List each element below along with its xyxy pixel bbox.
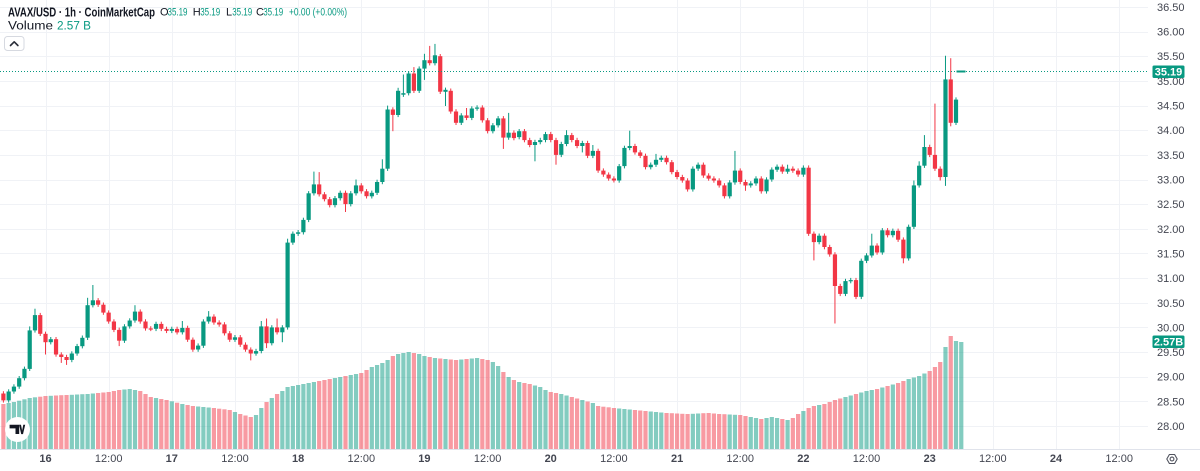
svg-text:12:00: 12:00 [221, 453, 249, 465]
svg-text:12:00: 12:00 [474, 453, 502, 465]
svg-text:H: H [193, 7, 201, 19]
svg-text:35.19: 35.19 [168, 7, 188, 19]
svg-text:23: 23 [924, 453, 936, 465]
svg-text:16: 16 [39, 453, 51, 465]
svg-text:19: 19 [418, 453, 430, 465]
svg-text:28.50: 28.50 [1157, 396, 1185, 408]
svg-text:12:00: 12:00 [600, 453, 628, 465]
svg-text:12:00: 12:00 [726, 453, 754, 465]
svg-text:35.19: 35.19 [1155, 66, 1183, 78]
svg-text:+0.00 (+0.00%): +0.00 (+0.00%) [289, 7, 347, 19]
svg-text:12:00: 12:00 [1105, 453, 1133, 465]
svg-text:32.50: 32.50 [1157, 199, 1185, 211]
svg-text:33.50: 33.50 [1157, 150, 1185, 162]
svg-text:20: 20 [545, 453, 557, 465]
svg-text:35.50: 35.50 [1157, 51, 1185, 63]
svg-text:21: 21 [671, 453, 683, 465]
svg-text:AVAX/USD · 1h · CoinMarketCap: AVAX/USD · 1h · CoinMarketCap [8, 5, 155, 20]
svg-text:30.00: 30.00 [1157, 322, 1185, 334]
svg-text:2.57B: 2.57B [1154, 336, 1183, 348]
svg-text:35.19: 35.19 [200, 7, 220, 19]
svg-text:31.50: 31.50 [1157, 249, 1185, 261]
svg-text:35.00: 35.00 [1157, 76, 1185, 88]
svg-text:35.19: 35.19 [232, 7, 252, 19]
svg-text:O: O [160, 7, 169, 19]
svg-text:12:00: 12:00 [853, 453, 881, 465]
svg-text:C: C [256, 7, 264, 19]
svg-text:Volume: Volume [8, 21, 53, 33]
svg-text:29.00: 29.00 [1157, 372, 1185, 384]
svg-text:24: 24 [1050, 453, 1063, 465]
svg-text:18: 18 [292, 453, 304, 465]
svg-text:30.50: 30.50 [1157, 298, 1185, 310]
svg-text:12:00: 12:00 [979, 453, 1007, 465]
svg-text:33.00: 33.00 [1157, 175, 1185, 187]
svg-text:12:00: 12:00 [348, 453, 376, 465]
svg-text:36.00: 36.00 [1157, 27, 1185, 39]
svg-text:29.50: 29.50 [1157, 347, 1185, 359]
svg-text:12:00: 12:00 [95, 453, 123, 465]
svg-text:36.50: 36.50 [1157, 2, 1185, 14]
svg-text:34.00: 34.00 [1157, 125, 1185, 137]
svg-text:35.19: 35.19 [263, 7, 283, 19]
svg-text:22: 22 [797, 453, 809, 465]
svg-text:28.00: 28.00 [1157, 421, 1185, 433]
svg-text:L: L [226, 7, 232, 19]
svg-text:31.00: 31.00 [1157, 273, 1185, 285]
svg-text:17: 17 [166, 453, 178, 465]
svg-text:34.50: 34.50 [1157, 101, 1185, 113]
svg-text:2.57 B: 2.57 B [57, 21, 91, 33]
svg-text:32.00: 32.00 [1157, 224, 1185, 236]
